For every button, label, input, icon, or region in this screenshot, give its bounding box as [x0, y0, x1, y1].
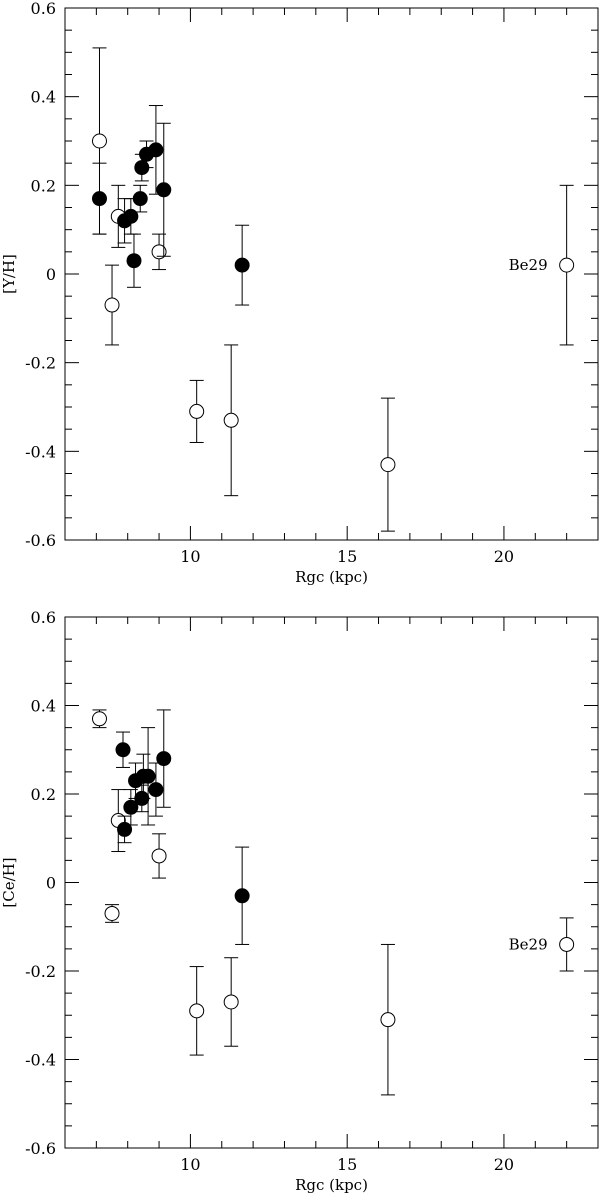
- y-tick-label: -0.6: [25, 1139, 56, 1158]
- y-tick-label: 0.6: [31, 608, 56, 627]
- filled-marker: [148, 142, 164, 158]
- filled-data-point: [234, 224, 250, 306]
- open-data-point: [104, 904, 120, 923]
- y-tick-label: 0.4: [31, 88, 56, 107]
- x-tick-label: 10: [180, 1155, 200, 1174]
- y-tick-label: -0.2: [25, 354, 56, 373]
- y-tick-label: 0.4: [31, 697, 56, 716]
- y-axis-title: [Y/H]: [0, 254, 18, 294]
- x-tick-label: 15: [337, 1155, 357, 1174]
- filled-marker: [140, 768, 156, 784]
- open-marker: [91, 133, 107, 149]
- y-tick-label: -0.6: [25, 531, 56, 550]
- filled-marker: [156, 182, 172, 198]
- open-data-point: [223, 344, 239, 497]
- y-tick-label: 0.2: [31, 785, 56, 804]
- open-marker: [104, 905, 120, 921]
- chart-panel-1: -0.6 -0.4 -0.2 0 0.2 0.4 0.6 10 15 20 Rgc (kpc) [Y/…: [0, 0, 599, 586]
- y-tick-label: -0.4: [25, 442, 56, 461]
- y-tick-label: 0.6: [31, 0, 56, 18]
- x-tick-label: 10: [180, 547, 200, 566]
- open-marker: [559, 257, 575, 273]
- filled-marker: [123, 208, 139, 224]
- y-tick-label: -0.2: [25, 962, 56, 981]
- filled-marker: [156, 751, 172, 767]
- filled-marker: [132, 191, 148, 207]
- open-marker: [151, 244, 167, 260]
- filled-data-point: [132, 184, 148, 213]
- x-axis-title: Rgc (kpc): [295, 1176, 368, 1194]
- filled-marker: [117, 821, 133, 837]
- filled-data-point: [156, 122, 172, 257]
- annotation-label: Be29: [509, 256, 548, 274]
- x-tick-label: 20: [494, 547, 514, 566]
- open-data-point: [189, 966, 205, 1056]
- open-data-point: [151, 233, 167, 271]
- filled-data-point: [148, 105, 164, 195]
- filled-data-point: [115, 731, 131, 768]
- open-marker: [189, 403, 205, 419]
- x-tick-label: 20: [494, 1155, 514, 1174]
- y-tick-label: 0.2: [31, 176, 56, 195]
- plot-frame: [64, 616, 599, 1149]
- filled-data-point: [234, 846, 250, 945]
- chart-panel-2: -0.6 -0.4 -0.2 0 0.2 0.4 0.6 10 15 20 Rgc (kpc) [Ce…: [0, 608, 599, 1194]
- open-marker: [380, 1012, 396, 1028]
- x-tick-label: 15: [337, 547, 357, 566]
- open-data-point: [91, 709, 107, 729]
- filled-marker: [91, 191, 107, 207]
- open-data-point: [559, 917, 575, 972]
- filled-marker: [148, 782, 164, 798]
- open-marker: [223, 412, 239, 428]
- y-tick-label: 0: [46, 265, 56, 284]
- y-axis-title: [Ce/H]: [0, 857, 18, 907]
- filled-marker: [234, 888, 250, 904]
- open-data-point: [380, 397, 396, 532]
- filled-marker: [115, 742, 131, 758]
- open-data-point: [104, 264, 120, 346]
- y-tick-label: -0.4: [25, 1051, 56, 1070]
- filled-data-point: [117, 815, 133, 844]
- open-data-point: [151, 833, 167, 879]
- filled-marker: [234, 257, 250, 273]
- open-data-point: [380, 943, 396, 1096]
- filled-data-point: [126, 233, 142, 288]
- open-marker: [380, 457, 396, 473]
- open-marker: [189, 1003, 205, 1019]
- open-marker: [104, 297, 120, 313]
- filled-data-point: [91, 162, 107, 235]
- filled-marker: [126, 253, 142, 269]
- open-marker: [151, 848, 167, 864]
- x-axis-title: Rgc (kpc): [295, 568, 368, 586]
- open-data-point: [223, 957, 239, 1047]
- filled-data-point: [156, 709, 172, 808]
- y-tick-label: 0: [46, 874, 56, 893]
- open-marker: [559, 936, 575, 952]
- filled-marker: [123, 799, 139, 815]
- open-marker: [223, 994, 239, 1010]
- filled-data-point: [123, 789, 139, 826]
- annotation-label: Be29: [509, 935, 548, 953]
- open-data-point: [189, 379, 205, 443]
- open-marker: [91, 711, 107, 727]
- filled-data-point: [140, 727, 156, 826]
- open-data-point: [559, 184, 575, 346]
